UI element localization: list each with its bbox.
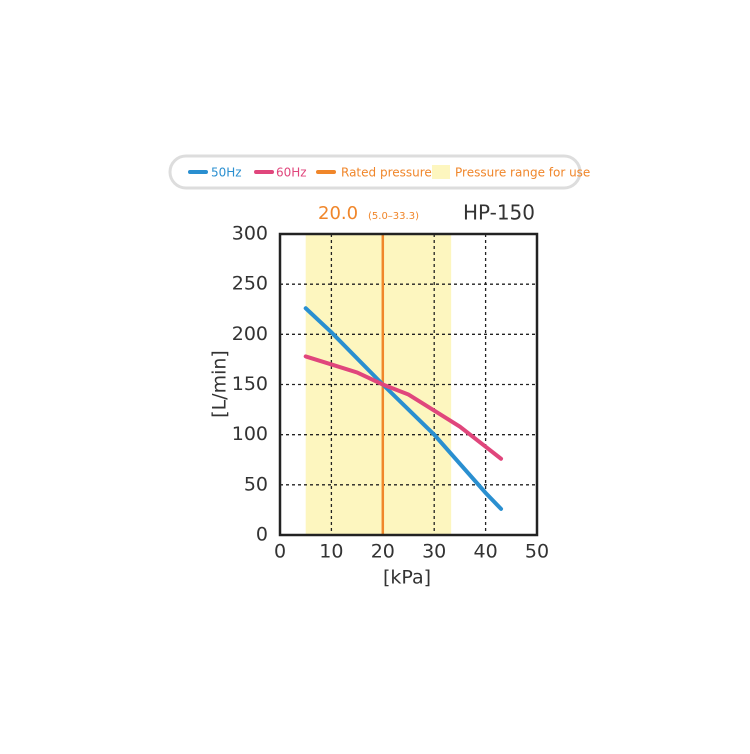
x-tick-label: 40 xyxy=(474,541,498,563)
legend-label: Rated pressure xyxy=(341,166,432,180)
legend-box xyxy=(168,154,582,190)
plot-frame xyxy=(278,232,539,537)
y-tick-label: 250 xyxy=(232,273,268,295)
x-tick-label: 10 xyxy=(319,541,343,563)
x-tick-label: 0 xyxy=(274,541,286,563)
series-line xyxy=(303,354,504,461)
y-tick-label: 300 xyxy=(232,223,268,245)
legend-label: 60Hz xyxy=(276,166,307,180)
y-tick-label: 200 xyxy=(232,323,268,345)
x-tick-label: 30 xyxy=(422,541,446,563)
range-label: (5.0–33.3) xyxy=(368,211,419,222)
y-axis-label: [L/min] xyxy=(209,350,231,418)
series-line xyxy=(303,306,504,511)
x-tick-label: 50 xyxy=(525,541,549,563)
y-tick-label: 150 xyxy=(232,373,268,395)
legend-label: 50Hz xyxy=(211,166,242,180)
y-tick-label: 100 xyxy=(232,423,268,445)
x-axis-label: [kPa] xyxy=(383,567,431,589)
x-tick-label: 20 xyxy=(371,541,395,563)
legend-swatch xyxy=(432,165,450,179)
rated-pressure-label: 20.0 xyxy=(318,203,358,224)
legend-label: Pressure range for use xyxy=(455,166,590,180)
chart-title: HP-150 xyxy=(463,201,535,225)
y-tick-label: 50 xyxy=(244,473,268,495)
y-tick-label: 0 xyxy=(256,524,268,546)
